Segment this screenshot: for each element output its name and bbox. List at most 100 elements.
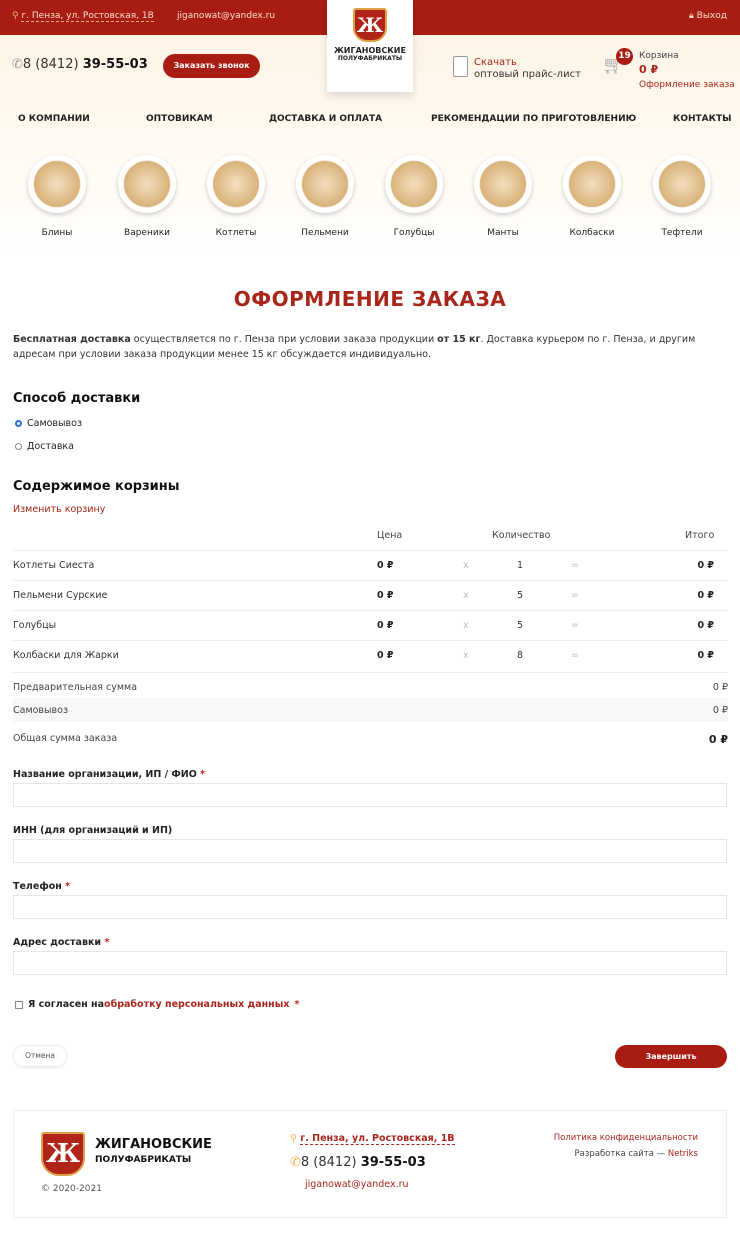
category-image bbox=[28, 155, 86, 213]
item-qty: 8 bbox=[517, 650, 524, 661]
equals-sign: = bbox=[571, 590, 579, 601]
org-input[interactable] bbox=[13, 783, 727, 807]
category-label: Вареники bbox=[124, 228, 170, 238]
footer-logo-shield: Ж bbox=[41, 1132, 85, 1176]
item-price: 0 ₽ bbox=[377, 650, 394, 661]
category-tefteli[interactable]: Тефтели bbox=[647, 155, 717, 238]
category-label: Тефтели bbox=[661, 228, 703, 238]
nav-delivery[interactable]: ДОСТАВКА И ОПЛАТА bbox=[269, 114, 383, 124]
page-title: ОФОРМЛЕНИЕ ЗАКАЗА bbox=[233, 287, 507, 311]
document-icon bbox=[453, 56, 468, 77]
phone-input[interactable] bbox=[13, 895, 727, 919]
consent-checkbox-row[interactable]: Я согласен на обработку персональных дан… bbox=[15, 999, 299, 1010]
category-vareniki[interactable]: Вареники bbox=[112, 155, 182, 238]
item-total: 0 ₽ bbox=[697, 620, 714, 631]
category-image bbox=[118, 155, 176, 213]
nav-wholesale[interactable]: ОПТОВИКАМ bbox=[146, 114, 213, 124]
item-total: 0 ₽ bbox=[697, 590, 714, 601]
category-pelmeni[interactable]: Пельмени bbox=[290, 155, 360, 238]
category-manty[interactable]: Манты bbox=[468, 155, 538, 238]
field-label: Название организации, ИП / ФИО bbox=[13, 769, 197, 780]
cart-row: Голубцы 0 ₽ x 5 = 0 ₽ bbox=[13, 610, 728, 640]
edit-cart-link[interactable]: Изменить корзину bbox=[13, 504, 106, 515]
required-mark: * bbox=[104, 937, 110, 948]
category-image bbox=[296, 155, 354, 213]
developer-credit: Разработка сайта — Netriks bbox=[574, 1149, 698, 1159]
category-label: Блины bbox=[41, 228, 73, 238]
consent-checkbox[interactable] bbox=[15, 1000, 23, 1009]
intro-text-2: . Доставка курьером по г. Пенза, и други… bbox=[13, 334, 696, 360]
category-image bbox=[207, 155, 265, 213]
email-link[interactable]: jiganowat@yandex.ru bbox=[177, 11, 276, 21]
logout-link[interactable]: 🔒︎ Выход bbox=[689, 11, 727, 21]
category-golubtsy[interactable]: Голубцы bbox=[379, 155, 449, 238]
category-label: Пельмени bbox=[301, 228, 349, 238]
cancel-button[interactable]: Отмена bbox=[13, 1045, 67, 1067]
footer bbox=[13, 1110, 727, 1218]
footer-address-text: г. Пенза, ул. Ростовская, 1В bbox=[300, 1133, 455, 1145]
phone-prefix: 8 (8412) bbox=[300, 1155, 357, 1170]
nav-contacts[interactable]: КОНТАКТЫ bbox=[673, 114, 732, 124]
radio-checked-icon bbox=[15, 420, 22, 427]
radio-pickup[interactable]: Самовывоз bbox=[15, 418, 82, 429]
address-input[interactable] bbox=[13, 951, 727, 975]
category-kolbaski[interactable]: Колбаски bbox=[557, 155, 627, 238]
item-name: Котлеты Сиеста bbox=[13, 560, 95, 571]
item-qty: 5 bbox=[517, 590, 524, 601]
radio-label: Доставка bbox=[27, 441, 74, 452]
inn-input[interactable] bbox=[13, 839, 727, 863]
intro-text-1: осуществляется по г. Пенза при условии з… bbox=[130, 334, 438, 345]
logout-label: Выход bbox=[696, 11, 727, 21]
privacy-link[interactable]: Политика конфиденциальности bbox=[553, 1133, 698, 1143]
cart-label: Корзина bbox=[639, 51, 679, 61]
developer-link[interactable]: Netriks bbox=[667, 1149, 698, 1159]
footer-email[interactable]: jiganowat@yandex.ru bbox=[305, 1179, 409, 1190]
item-name: Голубцы bbox=[13, 620, 57, 631]
consent-link[interactable]: обработку персональных данных bbox=[104, 999, 290, 1010]
dev-text: Разработка сайта — bbox=[574, 1149, 668, 1159]
download-label: Скачать bbox=[474, 57, 517, 68]
lock-icon: 🔒︎ bbox=[688, 11, 694, 21]
pricelist-label: оптовый прайс-лист bbox=[474, 69, 581, 80]
nav-recipes[interactable]: РЕКОМЕНДАЦИИ ПО ПРИГОТОВЛЕНИЮ bbox=[431, 114, 637, 124]
address-link[interactable]: ⚲ г. Пенза, ул. Ростовская, 1В bbox=[12, 11, 154, 22]
radio-unchecked-icon bbox=[15, 443, 22, 450]
item-name: Пельмени Сурские bbox=[13, 590, 108, 601]
phone-icon: ✆ bbox=[12, 57, 23, 72]
item-total: 0 ₽ bbox=[697, 650, 714, 661]
col-price: Цена bbox=[377, 530, 403, 541]
footer-phone[interactable]: ✆8 (8412) 39-55-03 bbox=[290, 1155, 426, 1170]
radio-delivery[interactable]: Доставка bbox=[15, 441, 74, 452]
inn-label: ИНН (для организаций и ИП) bbox=[13, 825, 172, 836]
category-image bbox=[385, 155, 443, 213]
summary-value: 0 ₽ bbox=[708, 733, 728, 746]
delivery-method-title: Способ доставки bbox=[13, 391, 141, 406]
category-image bbox=[474, 155, 532, 213]
footer-address[interactable]: ⚲ г. Пенза, ул. Ростовская, 1В bbox=[290, 1133, 455, 1145]
summary-subtotal: Предварительная сумма 0 ₽ bbox=[13, 672, 728, 702]
category-kotlety[interactable]: Котлеты bbox=[201, 155, 271, 238]
category-bliny[interactable]: Блины bbox=[22, 155, 92, 238]
equals-sign: = bbox=[571, 650, 579, 661]
logo-shield: Ж bbox=[353, 8, 387, 42]
logo-line2: ПОЛУФАБРИКАТЫ bbox=[337, 55, 403, 62]
category-image bbox=[563, 155, 621, 213]
logo[interactable]: Ж ЖИГАНОВСКИЕ ПОЛУФАБРИКАТЫ bbox=[327, 0, 413, 92]
item-total: 0 ₽ bbox=[697, 560, 714, 571]
cart-row: Колбаски для Жарки 0 ₽ x 8 = 0 ₽ bbox=[13, 640, 728, 670]
delivery-info: Бесплатная доставка осуществляется по г.… bbox=[13, 332, 728, 362]
category-label: Колбаски bbox=[569, 228, 615, 238]
submit-order-button[interactable]: Завершить оформление bbox=[615, 1045, 727, 1084]
pricelist-link[interactable]: Скачать оптовый прайс-лист bbox=[474, 57, 581, 81]
summary-label: Самовывоз bbox=[13, 705, 68, 716]
callback-button[interactable]: Заказать звонок bbox=[163, 54, 260, 78]
checkout-link[interactable]: Оформление заказа bbox=[639, 80, 735, 90]
header-phone[interactable]: ✆8 (8412) 39-55-03 bbox=[12, 57, 148, 72]
category-image bbox=[653, 155, 711, 213]
nav-about[interactable]: О КОМПАНИИ bbox=[18, 114, 90, 124]
col-total: Итого bbox=[685, 530, 715, 541]
phone-main: 39-55-03 bbox=[360, 1155, 426, 1170]
item-price: 0 ₽ bbox=[377, 590, 394, 601]
location-pin-icon: ⚲ bbox=[290, 1133, 301, 1144]
multiply-sign: x bbox=[463, 560, 469, 571]
